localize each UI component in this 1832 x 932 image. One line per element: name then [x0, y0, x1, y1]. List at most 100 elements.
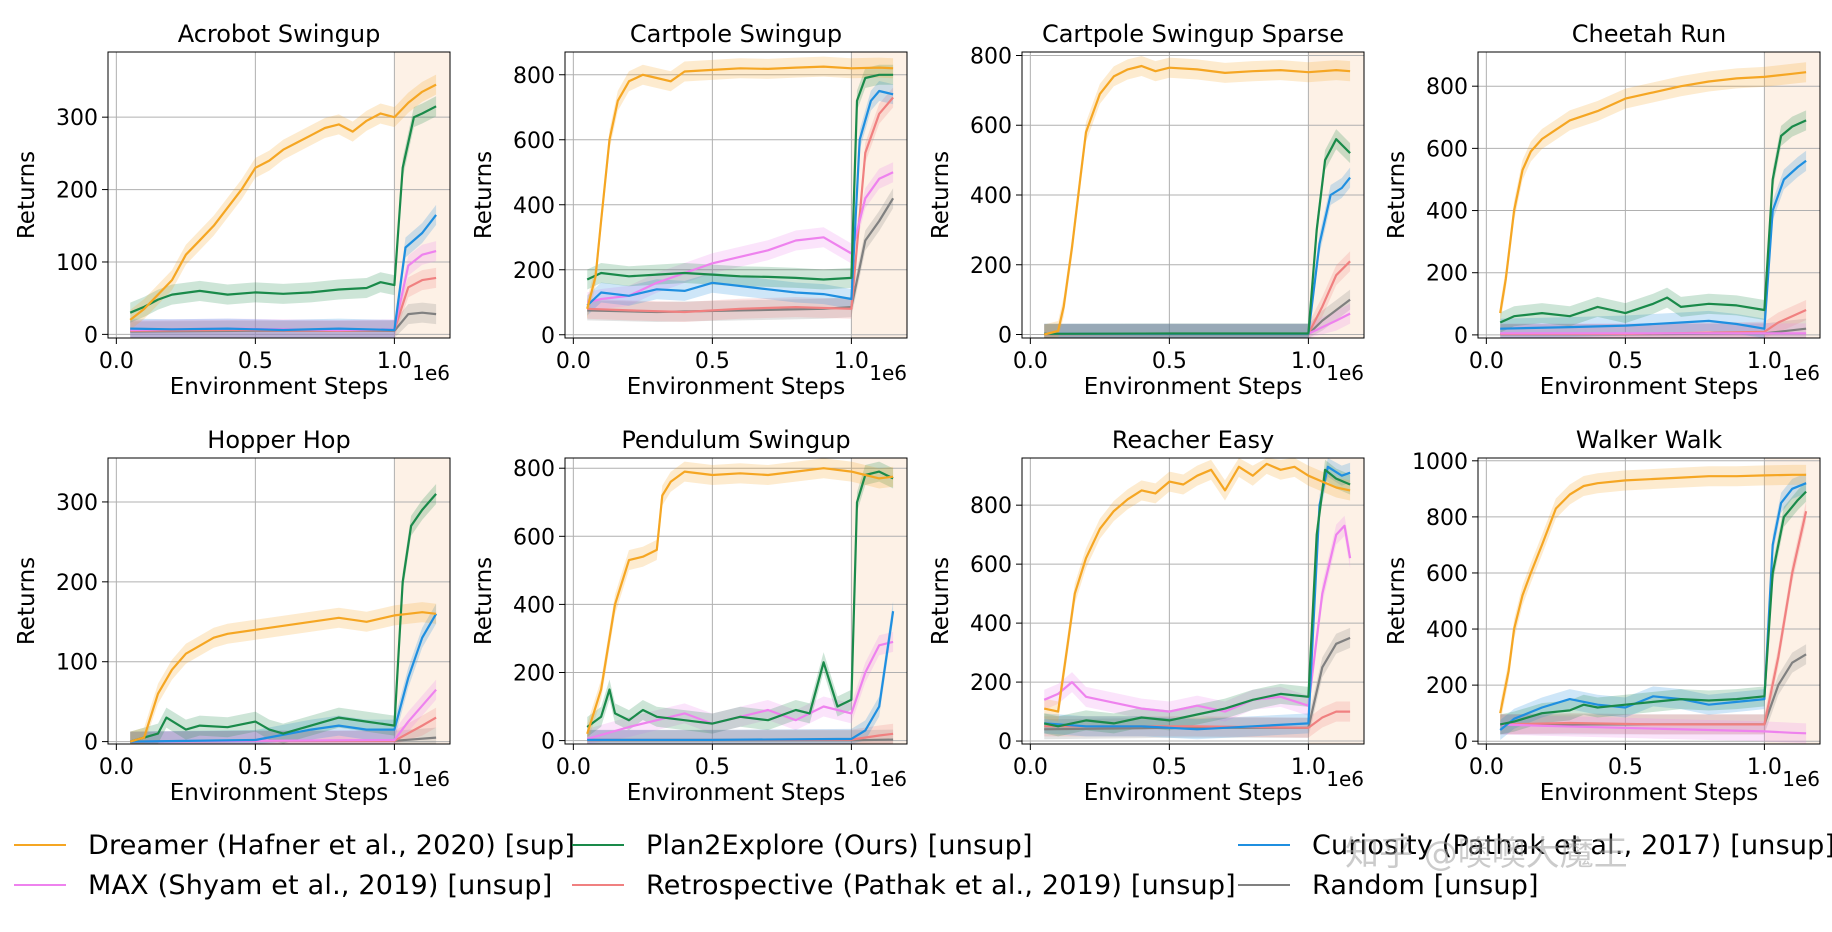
y-tick-label: 300	[56, 491, 98, 516]
shade-region	[851, 458, 907, 744]
x-tick-label: 1.0	[1747, 349, 1782, 374]
y-tick-label: 400	[1426, 618, 1468, 643]
y-tick-label: 0	[1454, 730, 1468, 755]
series-line-dreamer	[586, 467, 894, 735]
y-tick-label: 400	[970, 184, 1012, 209]
x-tick-label: 1.0	[834, 349, 869, 374]
series-line-max	[1043, 524, 1352, 713]
series-line-plan2explore	[586, 470, 894, 728]
x-tick-label: 1.0	[834, 755, 869, 780]
band-retrospective	[130, 267, 437, 338]
x-tick-label: 1.0	[377, 755, 412, 780]
chart-title: Cartpole Swingup	[630, 20, 842, 48]
axes-frame	[1477, 457, 1821, 745]
y-tick-label: 0	[84, 323, 98, 348]
x-multiplier: 1e6	[1782, 767, 1820, 791]
band-curiosity	[587, 80, 894, 316]
band-random	[587, 188, 894, 323]
chart-title: Hopper Hop	[207, 426, 350, 454]
legend-item-max: MAX (Shyam et al., 2019) [unsup]	[14, 868, 552, 902]
y-tick-label: 800	[1426, 75, 1468, 100]
x-axis-label: Environment Steps	[1084, 780, 1303, 806]
panel-cartpole-swingup-sparse: 0.0 0.5 1.0 0 200 400 600 800 1e6 Cartpole Swingu…	[928, 20, 1365, 400]
series-line-plan2explore	[586, 73, 894, 281]
axes-frame	[1477, 51, 1821, 339]
x-multiplier: 1e6	[1782, 361, 1820, 385]
legend-swatch-max	[14, 884, 66, 886]
series-line-dreamer	[586, 65, 894, 310]
axes-frame	[107, 457, 451, 745]
y-axis-label: Returns	[14, 151, 40, 239]
band-random	[1044, 289, 1351, 338]
y-tick-label: 800	[970, 44, 1012, 69]
chart-title: Cartpole Swingup Sparse	[1042, 20, 1344, 48]
x-tick-label: 0.0	[556, 349, 591, 374]
series-line-plan2explore	[1043, 468, 1351, 728]
band-plan2explore	[130, 96, 437, 323]
y-tick-label: 200	[513, 662, 555, 687]
x-axis-label: Environment Steps	[627, 780, 846, 806]
series-line-curiosity	[1044, 176, 1351, 335]
y-tick-label: 800	[513, 457, 555, 482]
y-tick-label: 600	[970, 553, 1012, 578]
axes-frame	[1021, 457, 1365, 745]
x-tick-label: 0.0	[99, 755, 134, 780]
band-dreamer	[1044, 55, 1351, 338]
figure: 0.0 0.5 1.0 0 100 200 300 1e6 Acrobot Swingup Env…	[14, 20, 1821, 806]
band-retrospective	[1044, 251, 1351, 338]
band-plan2explore	[1500, 110, 1807, 333]
y-axis-label: Returns	[928, 557, 954, 645]
y-tick-label: 200	[56, 571, 98, 596]
x-axis-label: Environment Steps	[627, 374, 846, 400]
band-max	[587, 631, 894, 744]
x-axis-label: Environment Steps	[1540, 374, 1759, 400]
y-axis-label: Returns	[1384, 151, 1410, 239]
x-axis-label: Environment Steps	[170, 374, 389, 400]
legend-item-dreamer: Dreamer (Hafner et al., 2020) [sup]	[14, 828, 575, 862]
band-curiosity	[1044, 167, 1351, 338]
y-tick-label: 200	[513, 259, 555, 284]
chart-title: Reacher Easy	[1112, 426, 1274, 454]
y-tick-label: 600	[1426, 137, 1468, 162]
y-axis-label: Returns	[471, 151, 497, 239]
x-tick-label: 0.0	[1469, 349, 1504, 374]
x-tick-label: 1.0	[1747, 755, 1782, 780]
y-tick-label: 200	[1426, 262, 1468, 287]
series-line-dreamer	[129, 83, 437, 321]
y-tick-label: 300	[56, 106, 98, 131]
series-line-plan2explore	[129, 105, 437, 314]
x-tick-label: 0.0	[556, 755, 591, 780]
band-plan2explore	[1044, 129, 1351, 338]
legend-swatch-retrospective	[572, 884, 624, 886]
y-tick-label: 200	[1426, 674, 1468, 699]
y-tick-label: 600	[513, 129, 555, 154]
band-curiosity	[1500, 473, 1807, 740]
x-tick-label: 0.5	[695, 755, 730, 780]
series-line-dreamer	[1499, 473, 1807, 714]
band-dreamer	[130, 74, 437, 330]
x-tick-label: 0.5	[1608, 349, 1643, 374]
series-line-curiosity	[1500, 159, 1807, 330]
chart-title: Acrobot Swingup	[178, 20, 381, 48]
series-line-curiosity	[130, 613, 438, 743]
y-axis-label: Returns	[928, 151, 954, 239]
legend-label-max: MAX (Shyam et al., 2019) [unsup]	[88, 869, 553, 901]
series-line-retrospective	[1500, 511, 1808, 726]
y-tick-label: 800	[1426, 506, 1468, 531]
band-retrospective	[1500, 300, 1807, 338]
band-curiosity	[1500, 150, 1807, 338]
series-line-curiosity	[587, 611, 895, 741]
legend: Dreamer (Hafner et al., 2020) [sup] MAX …	[0, 828, 1832, 928]
y-tick-label: 600	[970, 114, 1012, 139]
y-tick-label: 400	[513, 194, 555, 219]
x-tick-label: 0.0	[1013, 755, 1048, 780]
x-tick-label: 1.0	[1291, 349, 1326, 374]
band-curiosity	[587, 601, 894, 744]
series-line-dreamer	[1043, 462, 1351, 713]
series-line-curiosity	[1044, 465, 1351, 731]
x-tick-label: 0.5	[238, 349, 273, 374]
legend-label-curiosity: Curiosity (Pathak et al., 2017) [unsup]	[1312, 829, 1832, 861]
band-max	[1044, 303, 1351, 338]
y-tick-label: 600	[513, 525, 555, 550]
series-line-curiosity	[130, 214, 437, 332]
